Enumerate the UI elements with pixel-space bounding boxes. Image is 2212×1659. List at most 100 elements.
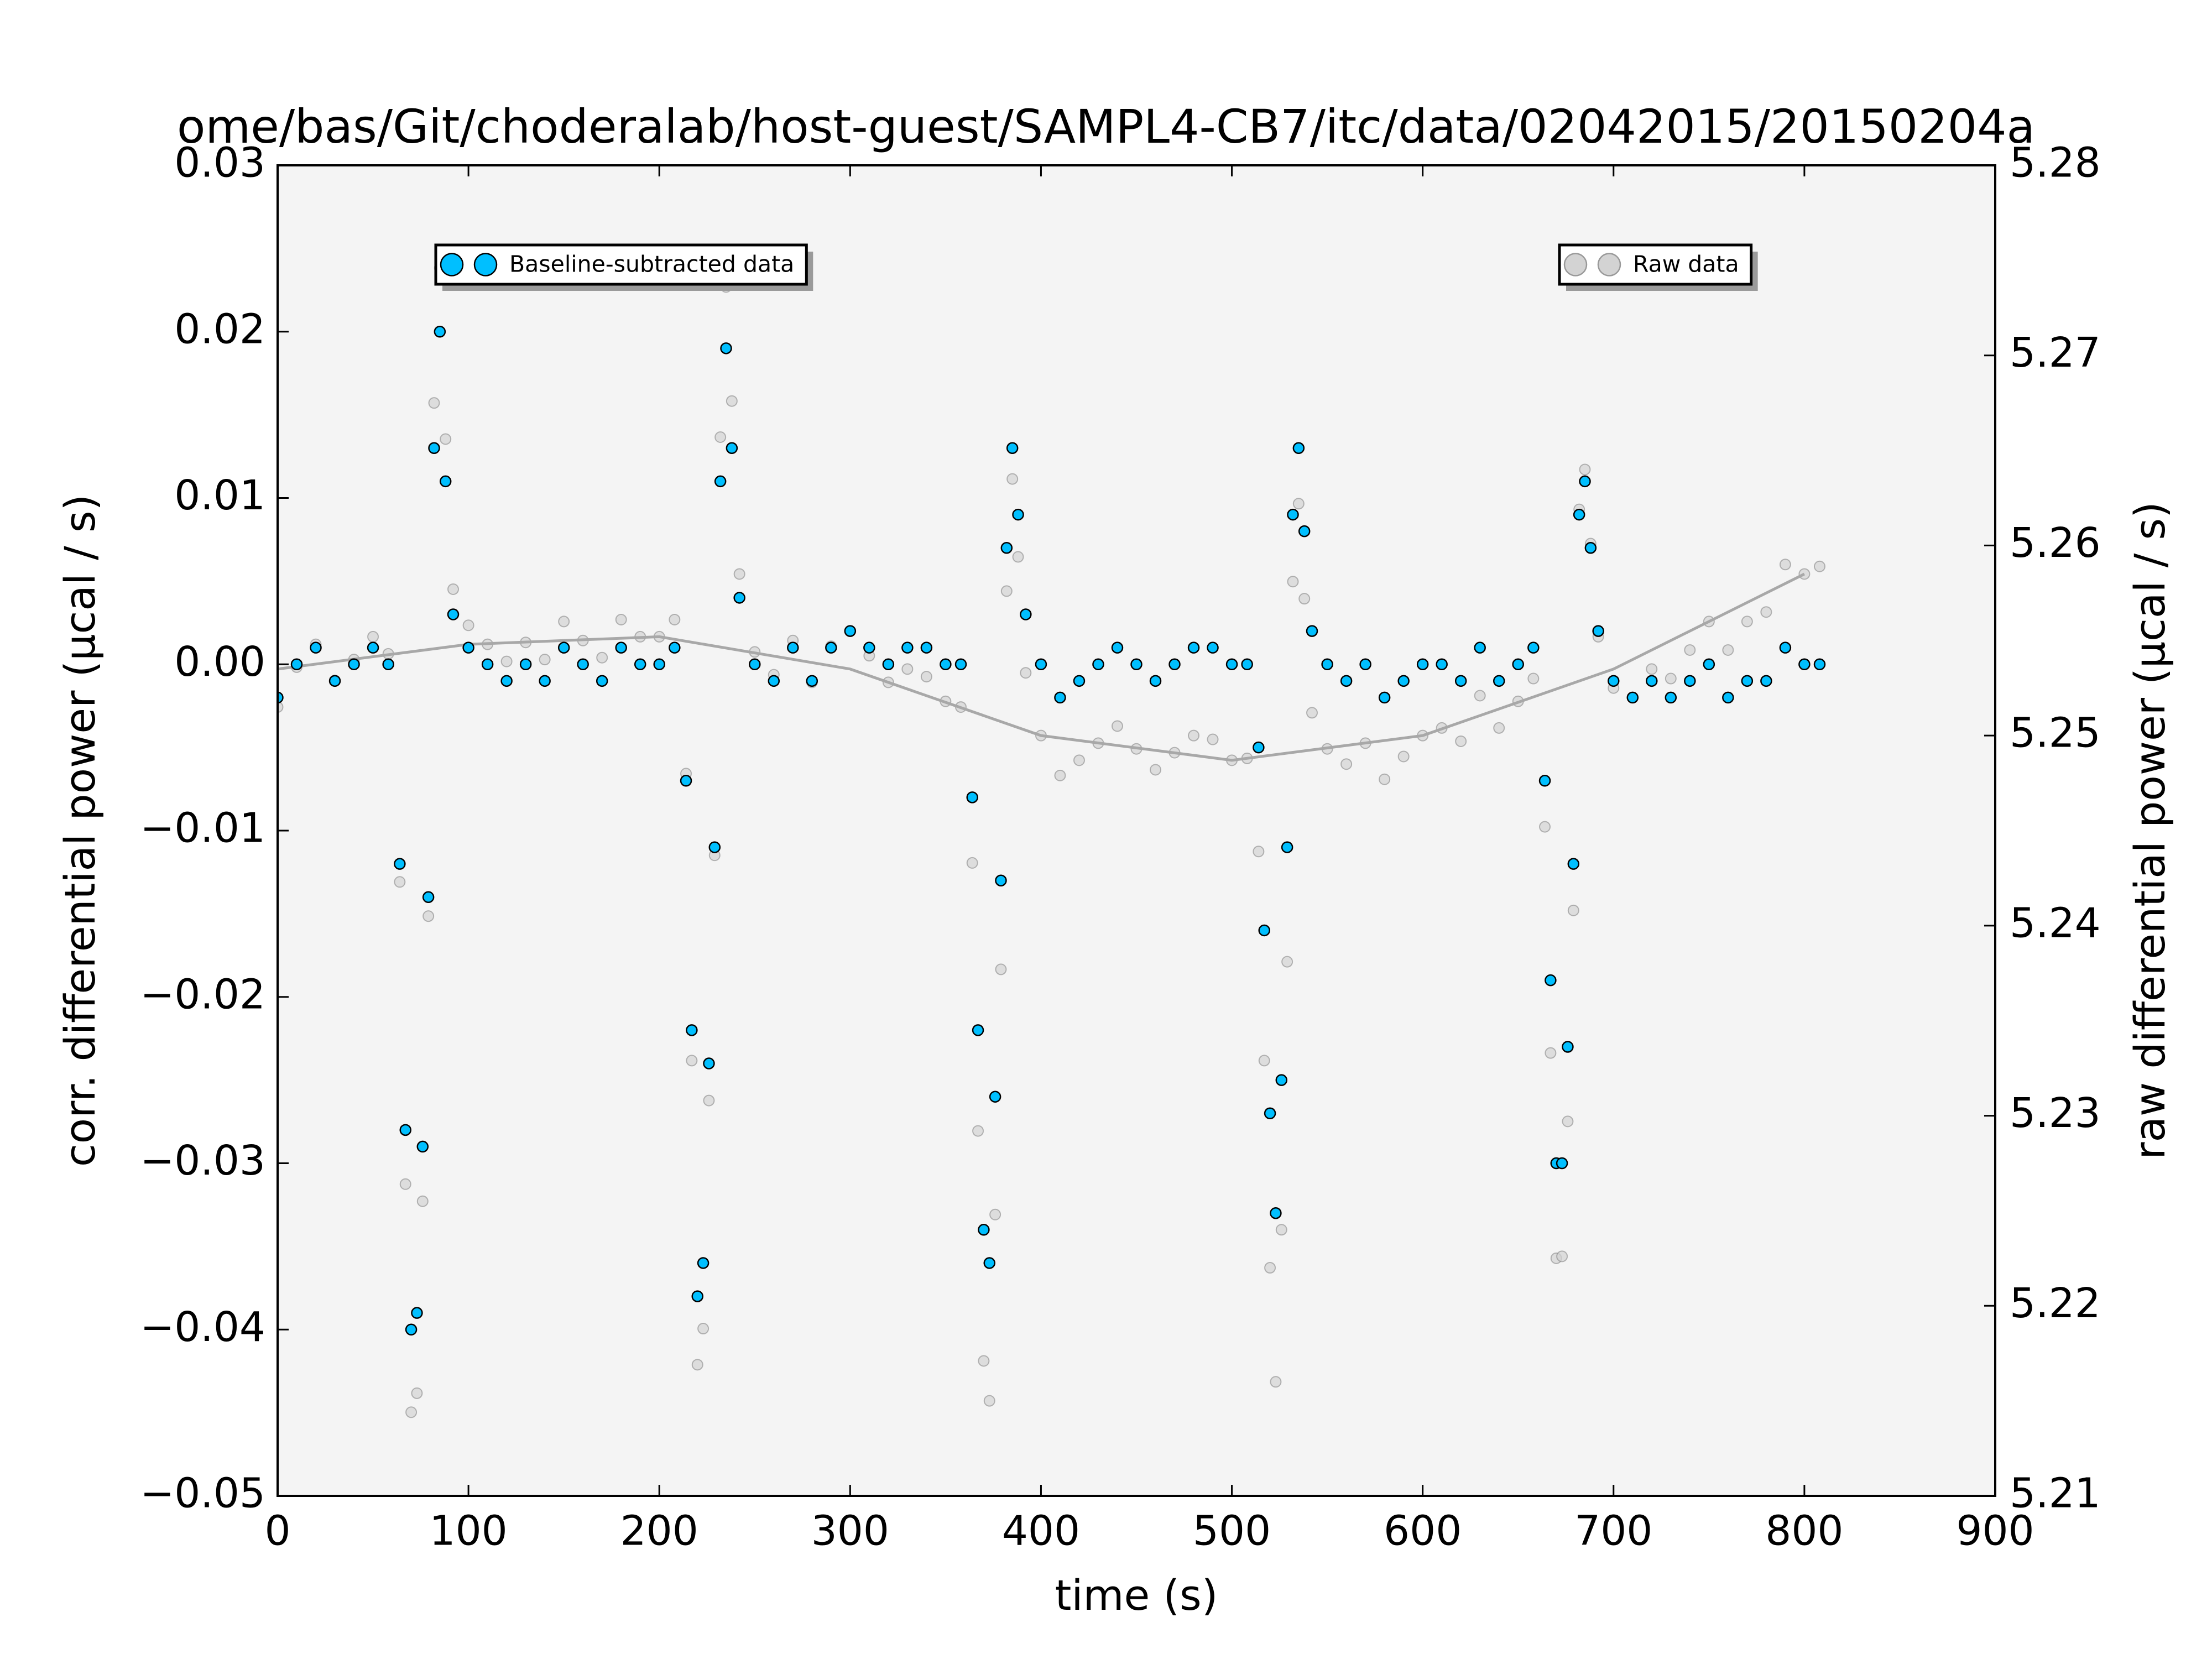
data-point bbox=[1000, 585, 1013, 597]
data-point bbox=[720, 342, 732, 354]
data-point bbox=[1378, 691, 1391, 704]
data-point bbox=[726, 395, 738, 407]
data-point bbox=[1253, 741, 1265, 754]
legend-marker bbox=[1597, 253, 1621, 276]
data-point bbox=[1579, 463, 1591, 476]
data-point bbox=[686, 1055, 698, 1067]
data-point bbox=[901, 663, 914, 675]
data-point bbox=[1287, 508, 1299, 521]
data-point bbox=[1207, 641, 1219, 654]
data-point bbox=[1527, 672, 1540, 685]
x-tick-label: 0 bbox=[264, 1507, 290, 1555]
data-point bbox=[1006, 473, 1019, 485]
data-point bbox=[416, 1195, 429, 1207]
data-point bbox=[983, 1257, 996, 1269]
x-tick-label: 300 bbox=[811, 1507, 889, 1555]
legend-box bbox=[1558, 243, 1753, 286]
data-point bbox=[1779, 559, 1791, 571]
data-point bbox=[1292, 442, 1305, 455]
x-axis-label: time (s) bbox=[1055, 1571, 1218, 1620]
data-point bbox=[940, 658, 952, 670]
data-point bbox=[1020, 608, 1032, 620]
data-point bbox=[669, 613, 681, 625]
data-point bbox=[1241, 658, 1253, 670]
y2-tick-label: 5.24 bbox=[2010, 899, 2101, 947]
data-point bbox=[1073, 754, 1085, 766]
data-point bbox=[691, 1359, 703, 1371]
y2-tick-label: 5.27 bbox=[2010, 329, 2101, 377]
data-point bbox=[966, 857, 978, 869]
data-point bbox=[714, 431, 727, 444]
data-point bbox=[1150, 764, 1162, 776]
data-point bbox=[1538, 775, 1551, 787]
data-point bbox=[1567, 904, 1579, 916]
data-point bbox=[1275, 1074, 1288, 1086]
data-point bbox=[920, 671, 932, 683]
data-point bbox=[697, 1323, 709, 1335]
legend-marker bbox=[1563, 253, 1588, 276]
data-point bbox=[615, 613, 627, 625]
data-point bbox=[1646, 675, 1658, 687]
plot-marks bbox=[278, 262, 1826, 1418]
data-point bbox=[1455, 735, 1467, 747]
data-point bbox=[1567, 858, 1580, 870]
data-point bbox=[500, 675, 513, 687]
y-tick-label: 0.01 bbox=[174, 472, 265, 519]
data-point bbox=[405, 1406, 418, 1418]
data-point bbox=[1539, 821, 1551, 833]
data-point bbox=[1188, 729, 1200, 742]
data-point bbox=[1187, 641, 1200, 654]
data-point bbox=[1130, 658, 1142, 670]
data-point bbox=[1379, 773, 1391, 785]
data-point bbox=[806, 675, 818, 687]
data-point bbox=[577, 658, 589, 670]
data-point bbox=[447, 608, 460, 620]
chart-title: ome/bas/Git/choderalab/host-guest/SAMPL4… bbox=[177, 100, 2035, 154]
legend-label: Raw data bbox=[1633, 251, 1739, 278]
y-tick-label: −0.03 bbox=[140, 1137, 265, 1185]
data-point bbox=[1264, 1107, 1276, 1120]
data-point bbox=[1813, 658, 1826, 670]
data-point bbox=[1292, 498, 1305, 510]
data-point bbox=[1592, 625, 1604, 637]
data-point bbox=[1760, 606, 1772, 618]
data-point bbox=[1556, 1157, 1568, 1170]
data-point bbox=[394, 876, 406, 888]
data-point bbox=[1054, 691, 1066, 704]
data-point bbox=[1340, 758, 1353, 770]
data-point bbox=[978, 1355, 990, 1367]
data-point bbox=[1111, 641, 1124, 654]
data-point bbox=[634, 658, 646, 670]
data-point bbox=[1073, 675, 1086, 687]
y-tick-label: −0.01 bbox=[140, 805, 265, 852]
data-point bbox=[1646, 663, 1658, 675]
data-point bbox=[995, 963, 1007, 975]
legend: Raw data bbox=[1558, 243, 1758, 291]
data-point bbox=[686, 1024, 698, 1036]
data-point bbox=[422, 910, 435, 922]
data-point bbox=[1258, 1055, 1270, 1067]
data-point bbox=[278, 701, 284, 713]
y2-tick-label: 5.22 bbox=[2010, 1280, 2101, 1327]
data-point bbox=[1340, 675, 1353, 687]
data-point bbox=[1149, 675, 1162, 687]
y-tick-label: −0.04 bbox=[140, 1303, 265, 1351]
data-point bbox=[1779, 641, 1792, 654]
data-point bbox=[1741, 675, 1754, 687]
data-point bbox=[844, 625, 857, 637]
data-point bbox=[1258, 924, 1270, 937]
data-point bbox=[1684, 644, 1696, 656]
data-point bbox=[1684, 675, 1696, 687]
data-point bbox=[1397, 750, 1410, 763]
data-point bbox=[519, 658, 532, 670]
data-point bbox=[558, 615, 570, 628]
data-point bbox=[416, 1140, 429, 1153]
data-point bbox=[399, 1178, 411, 1190]
legend: Baseline-subtracted data bbox=[434, 243, 813, 291]
x-tick-label: 900 bbox=[1956, 1507, 2034, 1555]
data-point bbox=[1397, 675, 1410, 687]
data-point bbox=[1298, 525, 1311, 538]
data-point bbox=[669, 641, 681, 654]
